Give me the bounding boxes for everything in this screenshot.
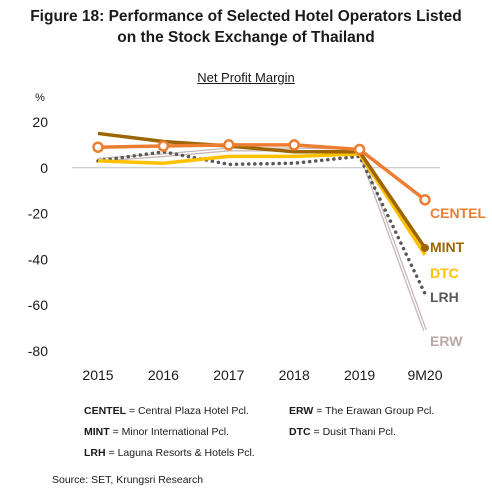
y-axis-label: % — [35, 92, 45, 104]
data-point-centel — [92, 141, 104, 153]
y-tick-label: 0 — [40, 160, 48, 176]
data-point-centel — [419, 194, 431, 206]
y-tick-label: -20 — [28, 206, 48, 222]
data-point-mint — [421, 243, 429, 252]
legend-item-mint: MINT = Minor International Pcl. — [84, 426, 230, 438]
y-tick-label: 20 — [32, 114, 48, 130]
data-point-centel — [288, 139, 300, 151]
series-line-centel — [97, 143, 427, 202]
line-chart: % 20 0 -20 -40 -60 -80 2015 2016 2017 2018 2019 9M20… — [28, 92, 487, 383]
y-tick-label: -60 — [28, 297, 48, 313]
series-line-dtc — [97, 152, 427, 256]
series-line-mint — [97, 131, 427, 249]
chart-title-line2: on the Stock Exchange of Thailand — [117, 29, 375, 46]
chart-subtitle: Net Profit Margin — [197, 70, 295, 85]
y-tick-label: -40 — [28, 251, 48, 267]
y-tick-label: -80 — [28, 343, 48, 359]
x-tick-label: 2017 — [213, 367, 244, 383]
legend-item-dtc: DTC = Dusit Thani Pcl. — [289, 426, 396, 438]
legend-item-erw: ERW = The Erawan Group Pcl. — [289, 405, 435, 417]
data-point-centel — [223, 139, 235, 151]
x-tick-label: 9M20 — [407, 367, 442, 383]
x-tick-label: 2019 — [344, 367, 375, 383]
x-tick-label: 2015 — [82, 367, 113, 383]
x-tick-label: 2018 — [279, 367, 310, 383]
series-line-lrh — [96, 149, 427, 296]
chart-title: Figure 18: Performance of Selected Hotel… — [0, 6, 492, 48]
series-label-centel: CENTEL — [430, 205, 486, 221]
chart-title-line1: Figure 18: Performance of Selected Hotel… — [30, 8, 462, 25]
data-point-centel — [157, 140, 170, 152]
series-label-lrh: LRH — [430, 289, 459, 305]
series-label-mint: MINT — [430, 239, 465, 255]
abbreviation-legend: CENTEL = Central Plaza Hotel Pcl. ERW = … — [84, 401, 484, 464]
series-label-erw: ERW — [430, 333, 463, 349]
series-label-dtc: DTC — [430, 265, 459, 281]
source-note: Source: SET, Krungsri Research — [52, 474, 204, 486]
legend-item-centel: CENTEL = Central Plaza Hotel Pcl. — [84, 405, 249, 417]
x-tick-label: 2016 — [148, 367, 179, 383]
data-point-centel — [353, 143, 366, 156]
legend-item-lrh: LRH = Laguna Resorts & Hotels Pcl. — [84, 447, 255, 459]
